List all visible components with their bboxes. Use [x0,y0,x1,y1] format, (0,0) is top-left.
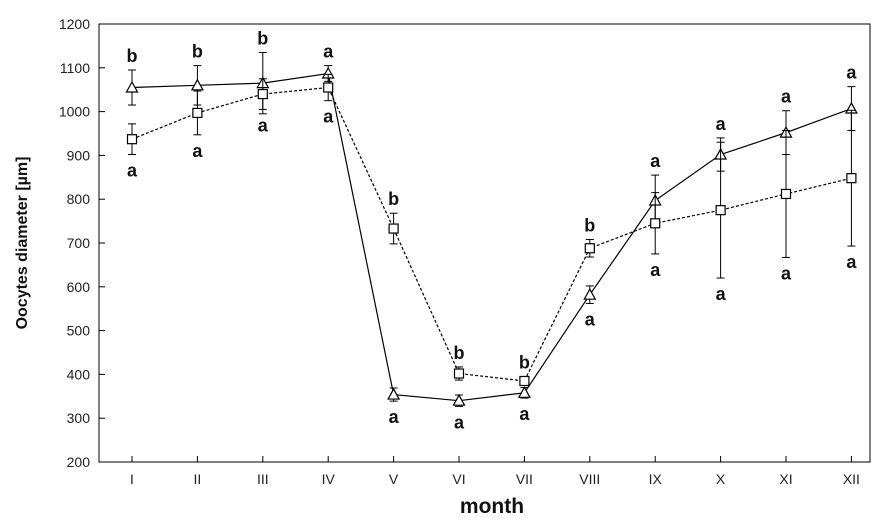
plot-frame [98,23,871,463]
x-tick-label: II [194,471,202,487]
series-line-triangle [131,72,852,402]
square-point [715,205,726,216]
y-tick-label: 1200 [59,16,90,32]
significance-label: a [323,42,334,62]
x-tick-label: X [716,471,726,487]
x-tick-label: I [130,471,134,487]
significance-label: b [257,28,268,48]
square-point [519,375,530,387]
significance-labels: b a b a b a a a b a b a b a b a a a a a a a a a [127,28,858,432]
square-point [846,173,857,184]
significance-label: b [454,343,465,363]
significance-label: a [716,284,727,304]
significance-label: a [585,309,596,329]
triangle-point [190,78,204,91]
triangle-point [452,393,466,406]
square-point [388,223,399,234]
square-point [780,188,792,200]
y-tick-label: 400 [67,366,91,382]
significance-label: b [192,42,203,62]
significance-label: a [192,141,203,161]
square-point [323,82,334,93]
x-tick-label: IV [322,471,336,487]
significance-label: a [716,114,727,134]
significance-label: b [388,189,399,209]
y-tick-label: 700 [67,235,91,251]
x-axis-title: month [460,495,524,518]
series-square [126,73,857,387]
square-point [192,107,203,119]
significance-label: a [846,63,857,83]
significance-label: a [781,87,792,107]
square-point [650,218,661,229]
significance-label: a [781,263,792,283]
y-tick-label: 200 [67,454,91,470]
y-axis-title: Oocytes diameter [µm] [14,157,31,330]
y-tick-label: 900 [67,147,91,163]
significance-label: a [258,115,269,135]
significance-label: a [846,252,857,272]
triangle-point [583,287,597,300]
significance-label: a [454,412,465,432]
triangle-point [517,386,531,398]
y-tick-label: 1000 [59,104,90,120]
x-tick-label: V [389,471,399,487]
square-point [257,88,268,100]
x-tick-label: IX [649,471,663,487]
series-layer [125,51,858,407]
x-tick-label: VI [452,471,465,487]
square-point [453,368,465,379]
triangle-point [125,80,139,93]
square-point [126,134,138,145]
y-tick-label: 500 [67,323,91,339]
significance-label: b [584,215,595,235]
significance-label: a [650,151,661,171]
y-tick-label: 600 [67,279,91,295]
x-tick-label: III [257,471,269,487]
significance-label: a [323,107,334,127]
significance-label: b [127,46,138,66]
x-tick-label: XI [779,471,792,487]
square-point [584,243,595,254]
significance-label: a [127,161,138,181]
significance-label: a [650,260,661,280]
significance-label: a [389,407,400,427]
significance-label: a [519,404,530,424]
y-tick-label: 300 [67,410,91,426]
y-tick-label: 1100 [60,60,90,76]
significance-label: b [519,353,530,373]
triangle-point [387,387,401,400]
x-tick-label: VIII [579,471,600,487]
y-tick-label: 800 [67,191,91,207]
series-line-square [131,86,852,382]
series-triangle [125,51,858,407]
x-tick-label: XII [843,471,860,487]
x-tick-label: VII [516,471,533,487]
